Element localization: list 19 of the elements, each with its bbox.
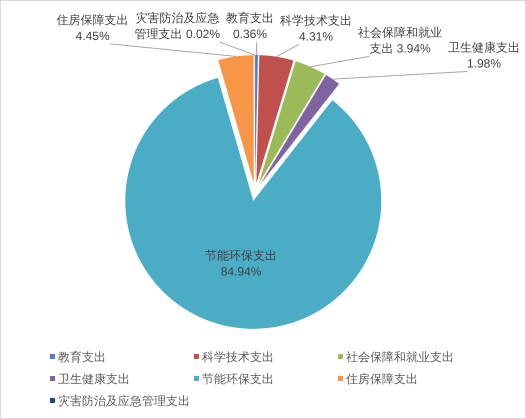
legend-label: 节能环保支出 [202,372,274,386]
legend-label: 灾害防治及应急管理支出 [58,394,190,408]
slice-label: 住房保障支出 [56,12,129,27]
legend-label: 社会保障和就业支出 [346,350,454,364]
legend-label: 住房保障支出 [345,372,418,386]
data-label: 84.94% [220,264,262,279]
category-label: 灾害防治及应急管理支出 0.02% [134,11,220,42]
legend-label: 科学技术支出 [202,350,274,364]
data-label: 0.36% [232,27,268,42]
data-label: 1.98% [466,56,502,70]
slice-label: 节能环保支出 [205,248,278,263]
legend-label: 教育支出 [58,350,106,364]
legend-label: 卫生健康支出 [58,372,130,386]
data-label: 4.31% [298,29,334,44]
slice-label: 教育支出 [226,11,274,26]
data-label: 4.45% [76,28,110,43]
slice-label: 卫生健康支出 [448,40,520,54]
slice-label: 科学技术支出 [280,13,352,28]
category-label: 社会保障和就业支出 3.94% [358,25,442,56]
